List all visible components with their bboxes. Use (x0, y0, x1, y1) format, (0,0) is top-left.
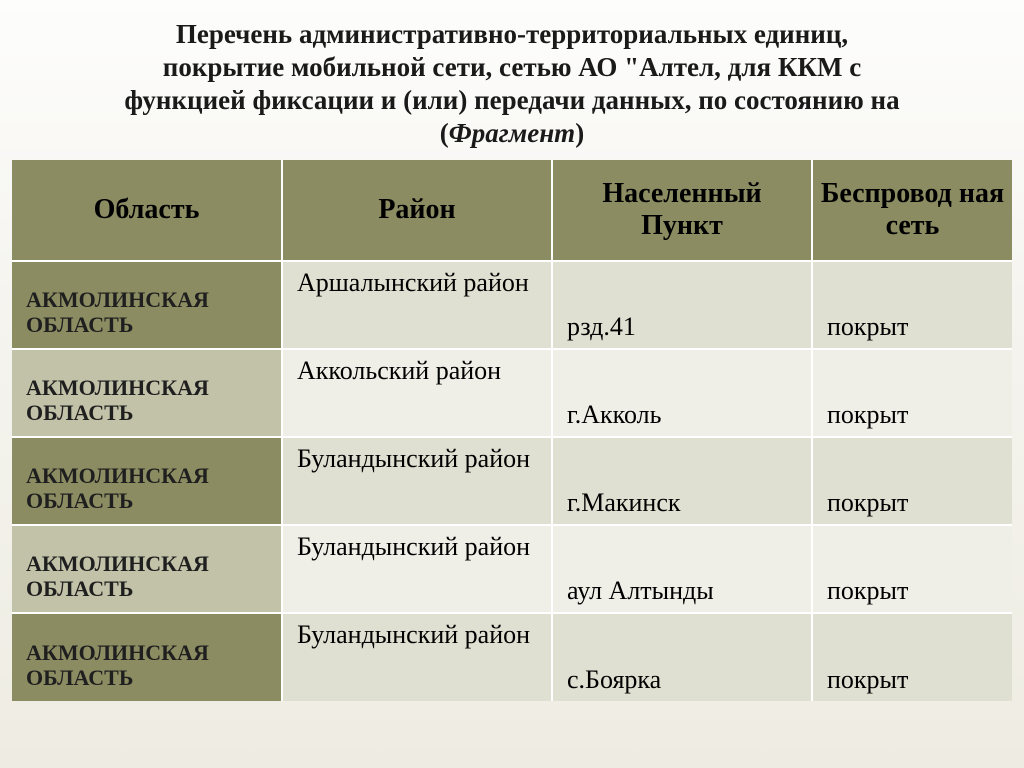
cell-locality: аул Алтынды (552, 525, 812, 613)
title-line-3: функцией фиксации и (или) передачи данны… (124, 85, 899, 115)
cell-district: Буландынский район (282, 613, 552, 701)
cell-network: покрыт (812, 525, 1012, 613)
title-line-2: покрытие мобильной сети, сетью АО "Алтел… (163, 52, 861, 82)
cell-region: АКМОЛИНСКАЯ ОБЛАСТЬ (12, 261, 282, 349)
table-row: АКМОЛИНСКАЯ ОБЛАСТЬАккольский районг.Акк… (12, 349, 1012, 437)
coverage-table: Область Район Населенный Пункт Беспровод… (12, 160, 1012, 701)
title-line-1: Перечень административно-территориальных… (176, 19, 848, 49)
title-fragment-open: ( (440, 118, 449, 148)
table-row: АКМОЛИНСКАЯ ОБЛАСТЬБуландынский районг.М… (12, 437, 1012, 525)
cell-locality: г.Макинск (552, 437, 812, 525)
table-body: АКМОЛИНСКАЯ ОБЛАСТЬАршалынский районрзд.… (12, 261, 1012, 701)
slide: Перечень административно-территориальных… (0, 0, 1024, 768)
cell-region: АКМОЛИНСКАЯ ОБЛАСТЬ (12, 349, 282, 437)
slide-title: Перечень административно-территориальных… (12, 18, 1012, 160)
table-row: АКМОЛИНСКАЯ ОБЛАСТЬБуландынский районс.Б… (12, 613, 1012, 701)
cell-region: АКМОЛИНСКАЯ ОБЛАСТЬ (12, 525, 282, 613)
cell-locality: с.Боярка (552, 613, 812, 701)
cell-network: покрыт (812, 613, 1012, 701)
header-locality: Населенный Пункт (552, 160, 812, 261)
cell-district: Аршалынский район (282, 261, 552, 349)
table-header-row: Область Район Населенный Пункт Беспровод… (12, 160, 1012, 261)
cell-region: АКМОЛИНСКАЯ ОБЛАСТЬ (12, 437, 282, 525)
cell-district: Буландынский район (282, 437, 552, 525)
cell-locality: г.Акколь (552, 349, 812, 437)
cell-region: АКМОЛИНСКАЯ ОБЛАСТЬ (12, 613, 282, 701)
cell-network: покрыт (812, 437, 1012, 525)
cell-network: покрыт (812, 349, 1012, 437)
header-district: Район (282, 160, 552, 261)
table-row: АКМОЛИНСКАЯ ОБЛАСТЬБуландынский районаул… (12, 525, 1012, 613)
cell-district: Аккольский район (282, 349, 552, 437)
cell-district: Буландынский район (282, 525, 552, 613)
header-region: Область (12, 160, 282, 261)
cell-network: покрыт (812, 261, 1012, 349)
header-network: Беспровод ная сеть (812, 160, 1012, 261)
table-row: АКМОЛИНСКАЯ ОБЛАСТЬАршалынский районрзд.… (12, 261, 1012, 349)
title-fragment-close: ) (575, 118, 584, 148)
cell-locality: рзд.41 (552, 261, 812, 349)
title-fragment: Фрагмент (449, 118, 575, 148)
